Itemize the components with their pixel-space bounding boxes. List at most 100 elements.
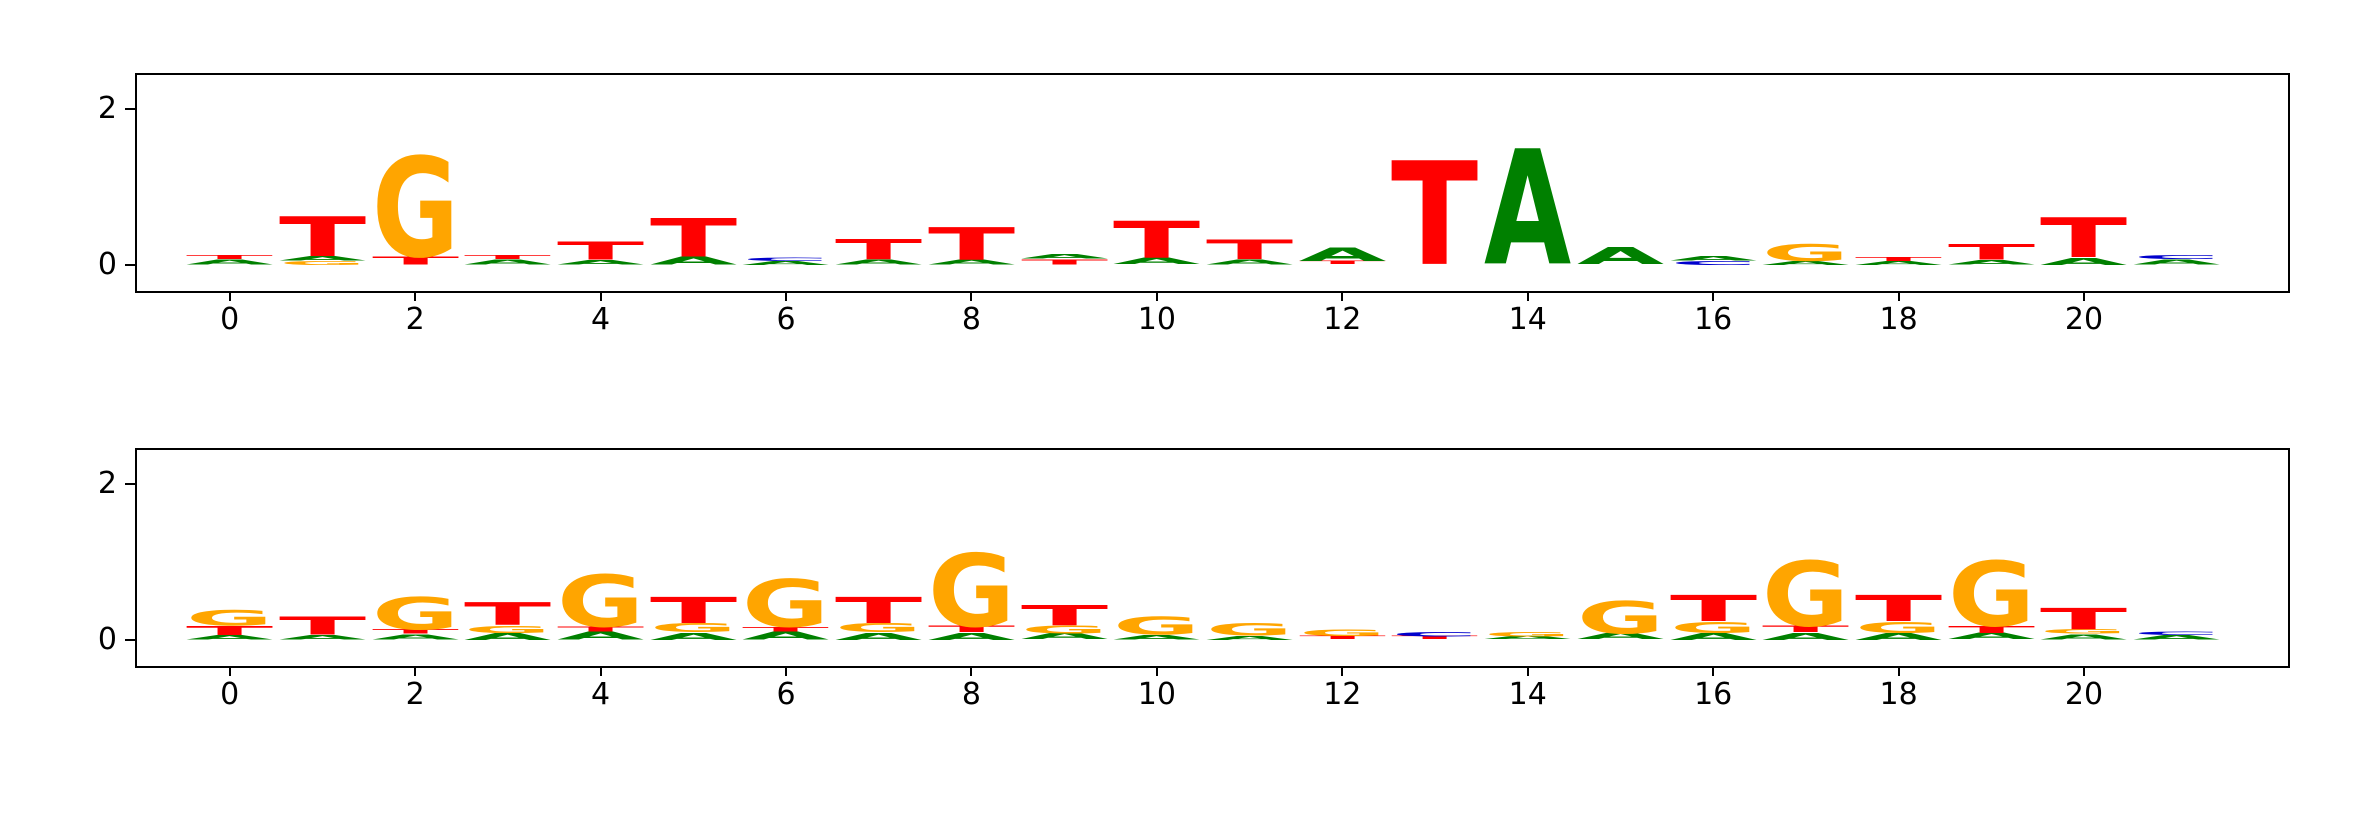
svg-text:A: A [464,631,551,642]
svg-text:T: T [372,255,459,267]
logo-letter-T: T [279,205,366,269]
logo-letter-A: A [2133,258,2220,267]
svg-text:G: G [2040,628,2127,635]
logo-letter-A: A [2040,256,2127,267]
svg-text:T: T [1948,624,2035,635]
x-tick-label: 6 [776,302,796,337]
svg-text:C: C [2133,254,2220,260]
logo-letter-A: A [2040,633,2127,642]
x-tick-label: 12 [1323,302,1362,337]
svg-text:T: T [186,623,273,638]
svg-text:A: A [1762,631,1849,642]
svg-text:T: T [1855,256,1942,262]
svg-text:G: G [1762,543,1849,647]
svg-text:C: C [1391,631,1478,638]
logo-letter-T: T [1391,132,1478,297]
logo-letter-G: G [1577,592,1664,644]
logo-letter-A: A [1670,631,1757,642]
svg-text:T: T [1021,258,1108,267]
svg-text:T: T [1855,588,1943,630]
logo-letter-T: T [742,626,829,633]
svg-text:T: T [279,205,366,269]
logo-letter-G: G [186,606,273,631]
x-tick-label: 10 [1137,302,1176,337]
logo-letter-G: G [1948,543,2035,647]
logo-letter-A: A [1948,632,2035,642]
svg-text:A: A [928,258,1015,267]
logo-letter-G: G [1113,612,1200,641]
logo-letter-T: T [1299,261,1386,266]
logo-letter-G: G [1762,239,1849,266]
logo-letter-T: T [1855,256,1942,262]
svg-text:T: T [557,237,644,266]
svg-text:A: A [186,258,273,267]
svg-text:T: T [835,590,923,632]
svg-text:A: A [1113,257,1200,267]
x-tick-label: 0 [220,302,240,337]
logo-letter-A: A [1206,635,1294,641]
svg-text:G: G [186,606,273,631]
svg-text:A: A [2133,634,2221,641]
svg-text:T: T [372,628,459,635]
logo-letter-T: T [557,237,644,266]
logo-letter-G: G [372,129,459,289]
logo-letter-G: G [835,621,922,636]
svg-text:A: A [1577,243,1664,270]
logo-letter-A: A [1762,260,1850,266]
svg-text:A: A [1206,258,1293,267]
svg-text:T: T [1391,132,1478,297]
svg-text:A: A [1670,255,1758,262]
logo-letter-G: G [650,621,737,636]
logo-letter-T: T [279,612,366,641]
svg-text:A: A [1948,259,2036,266]
x-tick-mark [970,666,973,676]
svg-text:T: T [2040,207,2127,271]
svg-text:T: T [2040,602,2128,636]
svg-text:T: T [928,625,1015,635]
x-tick-label: 10 [1137,677,1176,712]
logo-letter-T: T [1670,588,1758,630]
svg-text:G: G [372,129,459,289]
sequence-logo-top: 0 2 4 6 8 10 12 14 16 18 20 0 2 A T G A T T G A T A T A T A C A T A T T A… [98,73,2290,337]
logo-letter-A: A [1021,253,1109,260]
svg-text:A: A [2040,256,2127,267]
svg-text:T: T [928,218,1015,270]
svg-text:T: T [650,590,738,632]
logo-letter-A: A [1299,244,1387,266]
logo-letter-T: T [835,234,922,266]
logo-letter-T: T [1021,600,1108,632]
svg-text:A: A [742,260,830,266]
logo-letter-C: C [742,257,829,262]
x-tick-mark [970,291,973,301]
x-tick-mark [1341,666,1344,676]
svg-text:T: T [1948,240,2035,265]
logo-letter-A: A [835,631,922,642]
x-tick-mark [414,666,417,676]
x-tick-label: 16 [1694,302,1733,337]
logo-letter-G: G [557,560,644,644]
svg-text:G: G [1021,623,1108,635]
logo-letter-A: A [1113,257,1200,267]
svg-text:T: T [1206,235,1293,265]
svg-text:G: G [1670,619,1757,636]
svg-text:C: C [1670,260,1757,266]
svg-text:A: A [279,255,367,262]
x-tick-label: 0 [220,677,240,712]
svg-text:T: T [835,234,922,266]
svg-text:A: A [1670,631,1757,642]
logo-letter-A: A [1206,258,1293,267]
svg-text:T: T [1670,588,1758,630]
svg-text:A: A [2133,258,2220,267]
logo-letter-A: A [1762,631,1849,642]
logo-letter-T: T [1948,240,2035,265]
logo-letter-G: G [2040,628,2127,635]
svg-text:G: G [1299,629,1386,639]
x-tick-mark [414,291,417,301]
logo-letter-C: C [1391,631,1478,638]
svg-text:A: A [835,258,922,267]
logo-letter-T: T [557,625,644,634]
logo-letter-A: A [742,630,829,642]
x-tick-label: 8 [961,302,981,337]
y-tick-mark [125,483,135,486]
logo-letter-T: T [186,623,273,638]
